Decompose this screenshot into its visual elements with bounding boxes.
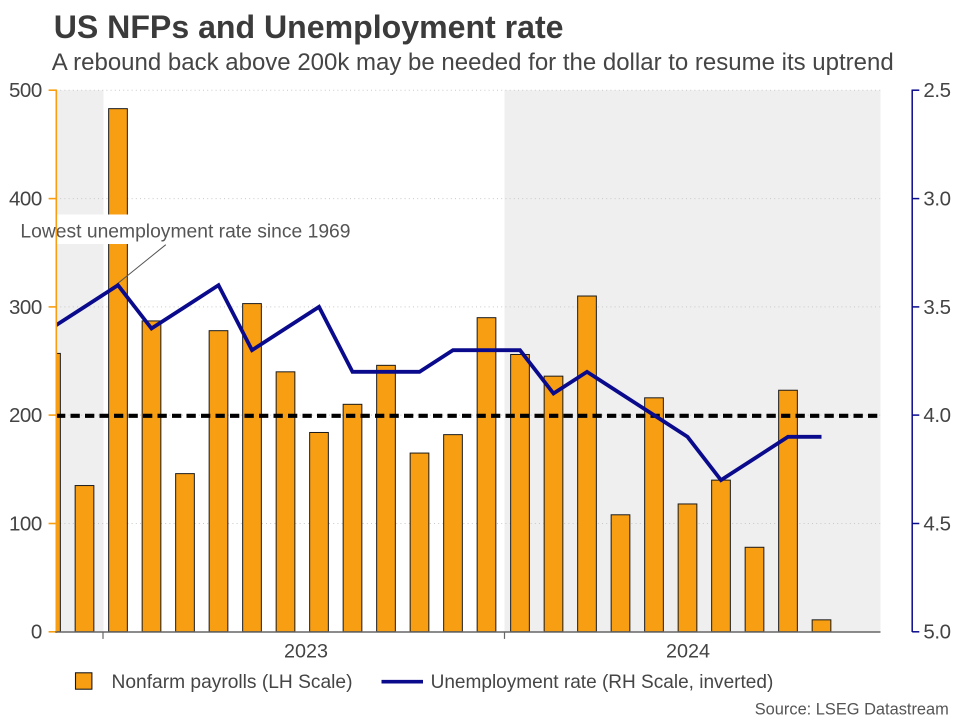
svg-text:A rebound back above 200k may: A rebound back above 200k may be needed … <box>52 49 894 76</box>
svg-text:2023: 2023 <box>284 641 328 663</box>
svg-text:Unemployment rate (RH Scale, i: Unemployment rate (RH Scale, inverted) <box>431 672 774 693</box>
svg-text:200: 200 <box>9 404 42 427</box>
svg-text:5.0: 5.0 <box>923 621 950 644</box>
svg-text:100: 100 <box>9 512 42 535</box>
svg-text:4.5: 4.5 <box>923 512 950 535</box>
svg-text:Lowest unemployment rate since: Lowest unemployment rate since 1969 <box>20 222 350 243</box>
svg-text:Nonfarm payrolls (LH Scale): Nonfarm payrolls (LH Scale) <box>112 672 353 693</box>
svg-text:300: 300 <box>9 296 42 319</box>
svg-text:4.0: 4.0 <box>923 404 950 427</box>
svg-text:400: 400 <box>9 188 42 211</box>
svg-text:Source: LSEG Datastream: Source: LSEG Datastream <box>755 700 949 718</box>
svg-text:2.5: 2.5 <box>923 79 950 102</box>
svg-text:500: 500 <box>9 79 42 102</box>
svg-text:3.0: 3.0 <box>923 188 950 211</box>
svg-text:US NFPs and Unemployment rate: US NFPs and Unemployment rate <box>54 9 564 45</box>
svg-text:2024: 2024 <box>666 641 710 663</box>
svg-text:3.5: 3.5 <box>923 296 950 319</box>
svg-text:0: 0 <box>31 621 42 644</box>
